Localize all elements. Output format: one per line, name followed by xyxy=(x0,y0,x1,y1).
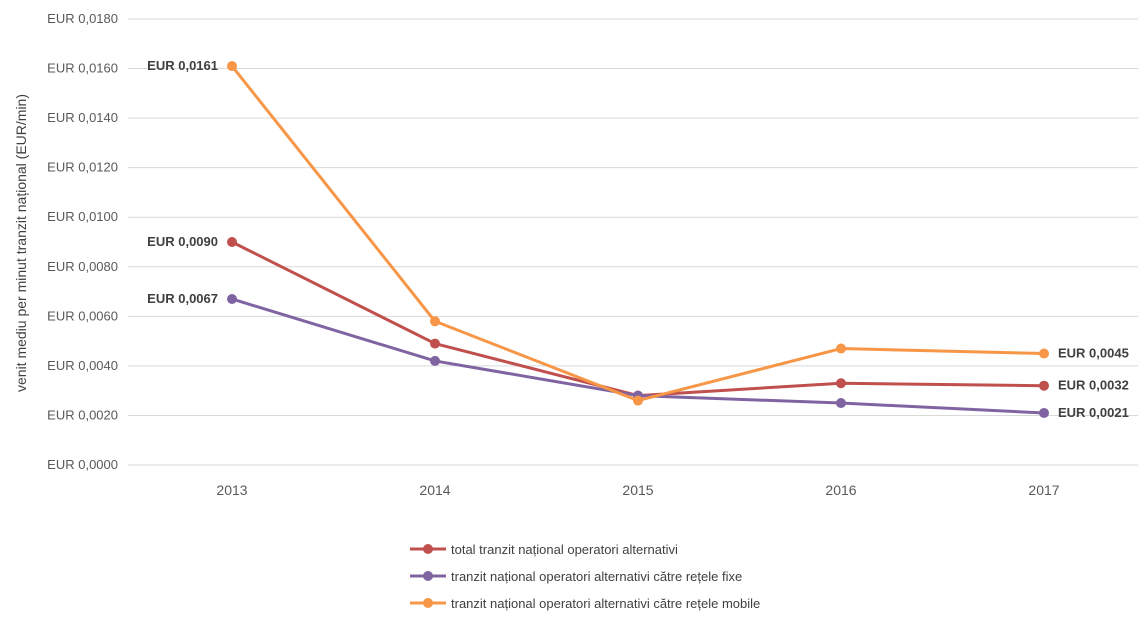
y-axis-label: venit mediu per minut tranzit național (… xyxy=(13,94,29,392)
legend-label: tranzit național operatori alternativi c… xyxy=(451,596,760,611)
data-point xyxy=(836,343,846,354)
data-point xyxy=(430,355,440,366)
legend-swatch-marker xyxy=(423,544,433,554)
legend-swatch-marker xyxy=(423,571,433,581)
x-axis-ticks: 2013 2014 2015 2016 2017 xyxy=(216,482,1059,498)
x-tick-label: 2017 xyxy=(1028,482,1059,498)
series-line xyxy=(230,64,1046,403)
legend-swatch-marker xyxy=(423,598,433,608)
data-label: EUR 0,0021 xyxy=(1058,405,1129,420)
data-point xyxy=(227,237,237,247)
gridlines xyxy=(128,18,1138,466)
data-label: EUR 0,0161 xyxy=(147,58,218,73)
data-point xyxy=(1039,407,1049,418)
y-tick-label: EUR 0,0080 xyxy=(47,259,118,274)
y-tick-label: EUR 0,0040 xyxy=(47,358,118,373)
data-label: EUR 0,0045 xyxy=(1058,346,1129,361)
x-tick-label: 2013 xyxy=(216,482,247,498)
series-line xyxy=(230,240,1046,398)
y-axis-ticks: EUR 0,0000 EUR 0,0020 EUR 0,0040 EUR 0,0060… xyxy=(47,11,118,472)
y-tick-label: EUR 0,0100 xyxy=(47,209,118,224)
y-tick-label: EUR 0,0140 xyxy=(47,110,118,125)
legend-item: tranzit național operatori alternativi c… xyxy=(410,569,742,584)
legend-item: tranzit național operatori alternativi c… xyxy=(410,596,760,611)
data-point xyxy=(836,398,846,409)
y-tick-label: EUR 0,0160 xyxy=(47,61,118,76)
series-1 xyxy=(227,237,1049,401)
series-lines xyxy=(227,61,1049,418)
y-tick-label: EUR 0,0120 xyxy=(47,160,118,175)
legend: total tranzit național operatori alterna… xyxy=(410,542,760,611)
y-tick-label: EUR 0,0020 xyxy=(47,407,118,422)
data-label: EUR 0,0032 xyxy=(1058,378,1129,393)
data-point xyxy=(430,316,440,327)
x-tick-label: 2015 xyxy=(622,482,653,498)
data-label: EUR 0,0090 xyxy=(147,234,218,249)
legend-item: total tranzit național operatori alterna… xyxy=(410,542,678,557)
legend-label: tranzit național operatori alternativi c… xyxy=(451,569,742,584)
data-point xyxy=(227,293,237,304)
data-point xyxy=(1039,348,1049,359)
series-3 xyxy=(227,61,1049,406)
y-tick-label: EUR 0,0180 xyxy=(47,11,118,26)
data-point xyxy=(836,378,846,389)
data-labels: EUR 0,0090 EUR 0,0032 EUR 0,0067 EUR 0,0021… xyxy=(147,58,1129,420)
x-tick-label: 2014 xyxy=(419,482,450,498)
y-tick-label: EUR 0,0060 xyxy=(47,308,118,323)
data-label: EUR 0,0067 xyxy=(147,291,218,306)
data-point xyxy=(430,338,440,349)
data-point xyxy=(227,61,237,72)
legend-label: total tranzit național operatori alterna… xyxy=(451,542,678,557)
x-tick-label: 2016 xyxy=(825,482,856,498)
data-point xyxy=(1039,380,1049,391)
data-point xyxy=(633,395,643,406)
y-tick-label: EUR 0,0000 xyxy=(47,457,118,472)
